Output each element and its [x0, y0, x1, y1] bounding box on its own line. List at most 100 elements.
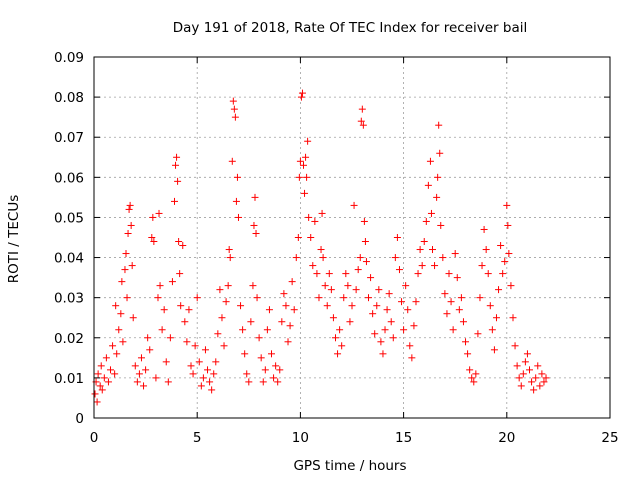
data-point: [309, 262, 317, 270]
data-point: [189, 370, 197, 378]
data-point: [228, 157, 236, 165]
data-point: [511, 342, 519, 350]
data-point: [224, 282, 232, 290]
data-point: [172, 161, 180, 169]
data-point: [436, 149, 444, 157]
data-point: [375, 286, 383, 294]
data-point: [439, 254, 447, 262]
data-point: [121, 266, 129, 274]
data-point: [509, 314, 517, 322]
data-point: [317, 246, 325, 254]
data-point: [383, 306, 391, 314]
data-point: [164, 378, 172, 386]
data-point: [385, 290, 393, 298]
data-point: [282, 302, 290, 310]
data-point: [195, 358, 203, 366]
data-point: [296, 157, 304, 165]
data-point: [323, 302, 331, 310]
data-point: [263, 326, 271, 334]
data-point: [292, 254, 300, 262]
data-point: [379, 350, 387, 358]
data-point: [428, 246, 436, 254]
data-point: [245, 378, 253, 386]
data-point: [538, 370, 546, 378]
data-point: [359, 121, 367, 129]
data-point: [361, 238, 369, 246]
chart-title: Day 191 of 2018, Rate Of TEC Index for r…: [173, 20, 528, 36]
data-point: [406, 342, 414, 350]
data-point: [131, 362, 139, 370]
data-point: [137, 354, 145, 362]
data-point: [484, 270, 492, 278]
data-point: [466, 366, 474, 374]
data-point: [278, 318, 286, 326]
data-point: [488, 326, 496, 334]
data-point: [199, 374, 207, 382]
data-point: [470, 378, 478, 386]
data-point: [393, 234, 401, 241]
data-point: [400, 326, 408, 334]
data-point: [181, 318, 189, 326]
plot-frame: [93, 56, 611, 419]
data-point: [210, 370, 218, 378]
data-point: [480, 225, 488, 233]
data-point: [290, 306, 298, 314]
data-point: [336, 326, 344, 334]
data-point: [253, 294, 261, 302]
data-point: [307, 234, 315, 241]
data-point: [243, 370, 251, 378]
data-point: [298, 89, 306, 97]
data-point: [305, 213, 313, 221]
data-point: [173, 153, 181, 161]
grid-layer: [94, 57, 610, 418]
data-point: [241, 350, 249, 358]
data-point: [455, 306, 463, 314]
data-point: [369, 310, 377, 318]
data-point: [113, 350, 121, 358]
data-point: [162, 358, 170, 366]
data-point: [91, 390, 99, 398]
data-point: [319, 254, 327, 262]
data-point: [540, 378, 548, 386]
data-point: [532, 374, 540, 382]
x-axis-label: GPS time / hours: [293, 458, 406, 474]
data-point: [472, 370, 480, 378]
data-point: [234, 213, 242, 221]
data-point: [152, 374, 160, 382]
data-point: [304, 137, 312, 145]
data-point: [490, 346, 498, 354]
data-point: [149, 213, 157, 221]
data-point: [218, 314, 226, 322]
y-tick-label: 0.05: [54, 210, 84, 226]
data-point: [360, 217, 368, 225]
data-point: [519, 370, 527, 378]
data-point: [507, 282, 515, 290]
data-point: [232, 197, 240, 205]
data-point: [156, 282, 164, 290]
data-point: [504, 221, 512, 229]
data-point: [148, 234, 156, 241]
data-point: [408, 354, 416, 362]
data-point: [315, 294, 323, 302]
data-point: [416, 246, 424, 254]
data-point: [410, 322, 418, 330]
data-point: [486, 302, 494, 310]
data-point: [142, 366, 150, 374]
data-point: [102, 354, 110, 362]
data-point: [272, 362, 280, 370]
data-point: [528, 378, 536, 386]
data-point: [193, 294, 201, 302]
data-point: [497, 242, 505, 250]
data-point: [329, 314, 337, 322]
data-point: [424, 181, 432, 189]
data-point: [295, 173, 303, 181]
data-point: [230, 105, 238, 113]
data-point: [249, 282, 257, 290]
data-point: [250, 221, 258, 229]
y-tick-label: 0.09: [54, 50, 84, 66]
data-point: [231, 113, 239, 121]
data-point: [526, 366, 534, 374]
data-point: [457, 294, 465, 302]
data-point: [135, 370, 143, 378]
